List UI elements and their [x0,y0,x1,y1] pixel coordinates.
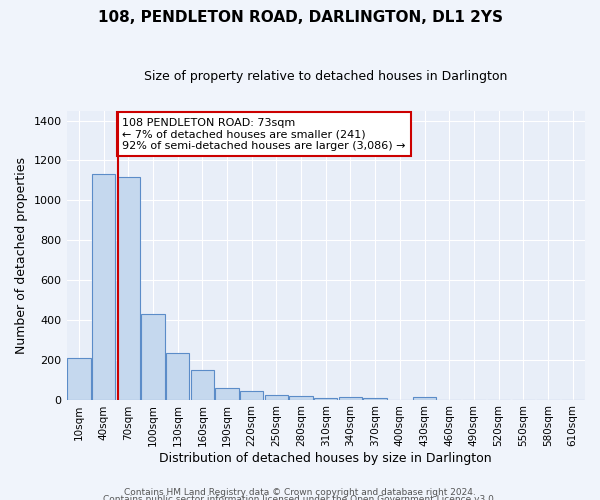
Bar [166,352,190,400]
Text: Contains HM Land Registry data © Crown copyright and database right 2024.: Contains HM Land Registry data © Crown c… [124,488,476,497]
Bar [314,398,337,400]
X-axis label: Distribution of detached houses by size in Darlington: Distribution of detached houses by size … [160,452,492,465]
Bar [116,178,140,400]
Text: 108, PENDLETON ROAD, DARLINGTON, DL1 2YS: 108, PENDLETON ROAD, DARLINGTON, DL1 2YS [97,10,503,25]
Title: Size of property relative to detached houses in Darlington: Size of property relative to detached ho… [144,70,508,83]
Y-axis label: Number of detached properties: Number of detached properties [15,156,28,354]
Bar [413,397,436,400]
Text: Contains public sector information licensed under the Open Government Licence v3: Contains public sector information licen… [103,496,497,500]
Bar [240,391,263,400]
Bar [141,314,164,400]
Bar [265,395,288,400]
Bar [215,388,239,400]
Bar [191,370,214,400]
Bar [339,396,362,400]
Bar [92,174,115,400]
Bar [289,396,313,400]
Bar [364,398,387,400]
Text: 108 PENDLETON ROAD: 73sqm
← 7% of detached houses are smaller (241)
92% of semi-: 108 PENDLETON ROAD: 73sqm ← 7% of detach… [122,118,406,150]
Bar [67,358,91,400]
